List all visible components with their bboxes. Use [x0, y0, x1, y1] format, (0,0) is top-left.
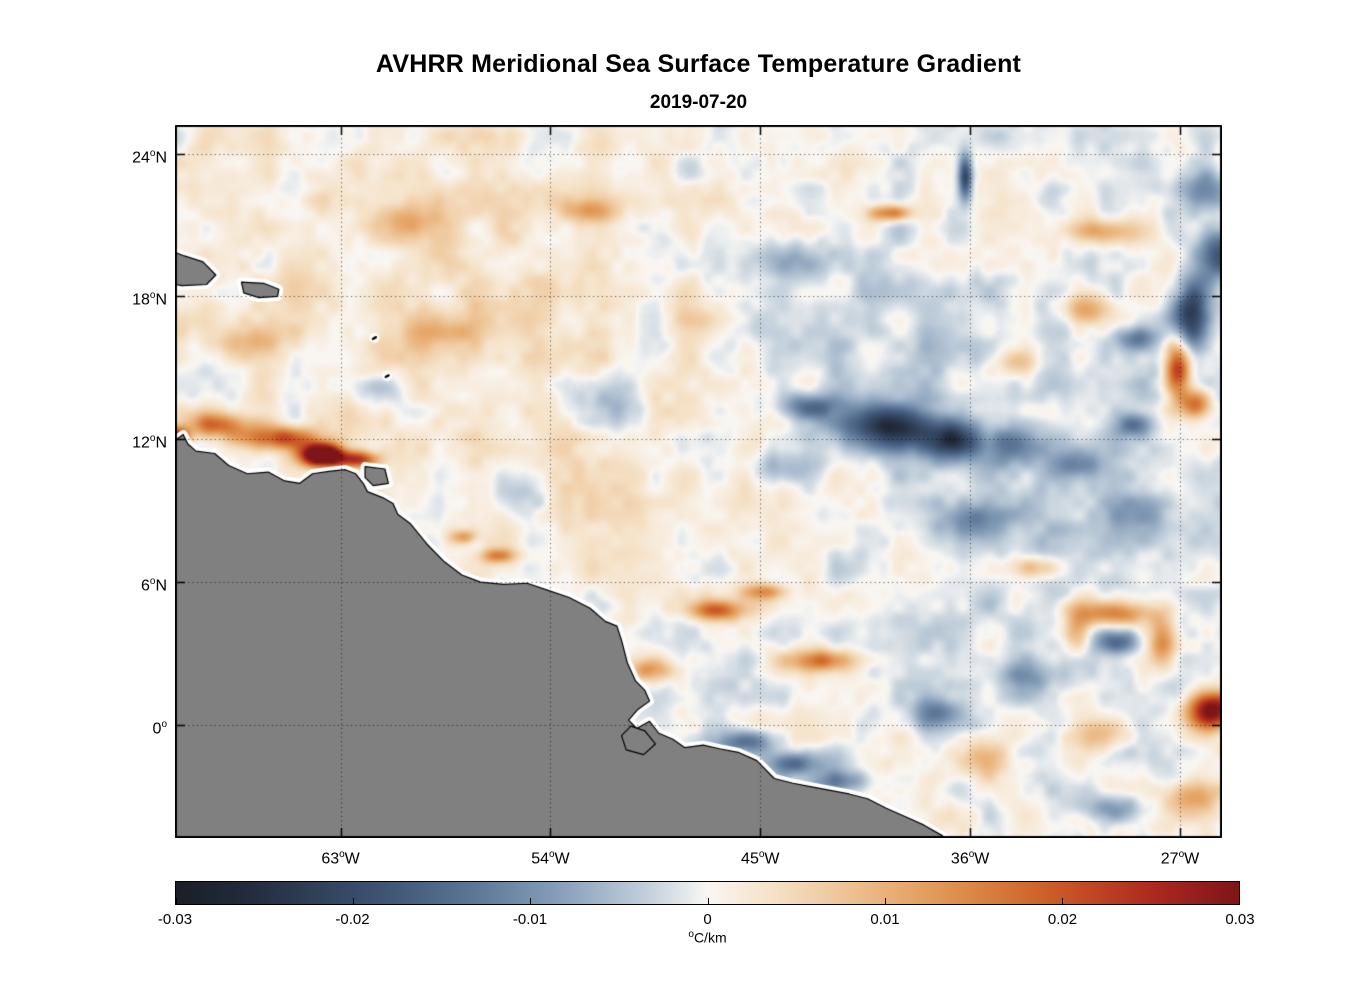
degree-symbol: o: [758, 849, 765, 860]
colorbar-unit-text: C/km: [693, 929, 727, 946]
colorbar-gradient: [176, 882, 1239, 904]
x-tick-label: 27oW: [1160, 849, 1200, 868]
degree-symbol: o: [149, 576, 156, 588]
colorbar-tick-mark: [707, 898, 709, 904]
colorbar-tick-mark: [1239, 898, 1240, 904]
colorbar-tick-mark: [884, 898, 886, 904]
x-tick-label: 36oW: [950, 849, 990, 868]
map-canvas: [175, 125, 1222, 838]
degree-symbol: o: [548, 849, 555, 860]
colorbar: [175, 881, 1240, 905]
colorbar-tick-mark: [1061, 898, 1063, 904]
y-tick-label: 12oN: [132, 433, 167, 452]
degree-symbol: o: [161, 718, 167, 730]
x-tick-label: 45oW: [741, 849, 780, 868]
map-plot: [175, 125, 1222, 838]
y-tick-label: 0o: [152, 718, 167, 738]
colorbar-tick-label: -0.02: [335, 911, 370, 928]
colorbar-tick-mark: [176, 898, 177, 904]
y-tick-label: 18oN: [132, 290, 167, 309]
degree-symbol: o: [149, 433, 156, 445]
colorbar-tick-label: 0.01: [870, 911, 900, 928]
degree-symbol: o: [149, 290, 156, 302]
colorbar-tick-mark: [530, 898, 532, 904]
colorbar-tick-label: 0.03: [1225, 911, 1255, 928]
chart-title: AVHRR Meridional Sea Surface Temperature…: [375, 50, 1022, 78]
y-tick-label: 24oN: [132, 147, 167, 166]
colorbar-tick-label: 0: [703, 911, 712, 928]
colorbar-tick-label: -0.01: [512, 911, 548, 928]
degree-symbol: o: [149, 147, 156, 159]
colorbar-tick-label: -0.03: [157, 911, 193, 928]
degree-symbol: o: [339, 849, 345, 860]
colorbar-tick-label: 0.02: [1047, 911, 1078, 928]
x-tick-label: 54oW: [531, 849, 570, 868]
degree-symbol: o: [688, 929, 694, 940]
degree-symbol: o: [968, 849, 975, 860]
colorbar-tick-mark: [353, 898, 355, 904]
y-tick-label: 6oN: [140, 576, 167, 595]
colorbar-unit-label: oC/km: [647, 929, 768, 946]
x-tick-label: 63oW: [321, 849, 360, 868]
degree-symbol: o: [1178, 849, 1185, 860]
chart-subtitle: 2019-07-20: [649, 92, 748, 113]
